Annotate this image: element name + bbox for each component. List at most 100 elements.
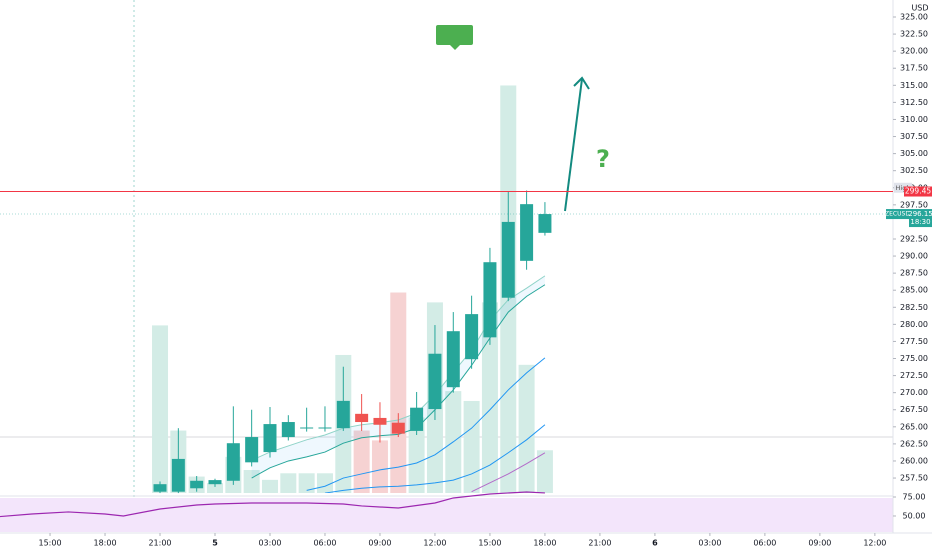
candle-body — [245, 437, 259, 463]
last-price: 296.15 — [908, 210, 932, 218]
candle-body — [300, 427, 314, 429]
x-tick-label: 06:00 — [313, 539, 336, 548]
candle-body — [263, 424, 277, 453]
candle-body — [428, 353, 442, 410]
candle-body — [355, 413, 369, 423]
y-tick-label: 305.00 — [900, 149, 928, 158]
volume-bar — [353, 430, 370, 493]
y-tick-label: 302.50 — [900, 166, 928, 175]
volume-bar — [207, 483, 224, 493]
candle-body — [226, 443, 240, 481]
y-tick-label: 322.50 — [900, 30, 928, 39]
y-tick-label: 310.00 — [900, 115, 928, 124]
candle-body — [446, 331, 460, 388]
flag-body — [436, 25, 473, 45]
band-fill — [251, 275, 545, 479]
volume-bar — [481, 302, 498, 493]
last-price-bg — [909, 209, 932, 228]
y-tick-label: 297.50 — [900, 200, 928, 209]
x-tick-label: 03:00 — [258, 539, 281, 548]
x-tick-label: 06:00 — [753, 539, 776, 548]
x-tick-label: 15:00 — [39, 539, 62, 548]
arrow-head — [573, 76, 590, 90]
volume-bar — [390, 292, 407, 493]
candle-body — [153, 484, 167, 492]
x-tick-label: 15:00 — [478, 539, 501, 548]
high-tag-bg — [894, 182, 912, 193]
candle-body — [318, 427, 332, 429]
volume-bar — [261, 479, 278, 493]
x-tick-label: 18:00 — [533, 539, 556, 548]
rsi-tick-label: 75.00 — [903, 492, 926, 501]
y-tick-label: 307.50 — [900, 132, 928, 141]
x-tick-label: 12:00 — [863, 539, 886, 548]
volume-bar — [408, 417, 425, 493]
x-tick-label: 12:00 — [423, 539, 446, 548]
y-tick-label: 265.00 — [900, 422, 928, 431]
y-tick-label: 312.50 — [900, 98, 928, 107]
rsi-tick-label: 50.00 — [903, 511, 926, 520]
high-price: 299.45 — [905, 187, 931, 196]
y-tick-label: 272.50 — [900, 371, 928, 380]
volume-bar — [152, 325, 169, 493]
ma-line — [471, 452, 546, 493]
candle-body — [501, 221, 515, 298]
candle-body — [190, 480, 204, 489]
candle-body — [465, 314, 479, 360]
candle-body — [483, 262, 497, 338]
currency: USD — [911, 4, 928, 13]
x-tick-label: 03:00 — [698, 539, 721, 548]
x-tick-label: 21:00 — [148, 539, 171, 548]
candle-body — [520, 204, 534, 261]
volume-bar — [280, 473, 297, 493]
y-tick-label: 280.00 — [900, 320, 928, 329]
candle-body — [171, 458, 185, 492]
y-tick-label: 257.50 — [900, 474, 928, 483]
symbol-tag-bg — [886, 209, 909, 220]
candle-body — [410, 407, 424, 431]
y-tick-label: 260.00 — [900, 456, 928, 465]
candle-body — [391, 422, 405, 434]
x-tick-label: 09:00 — [808, 539, 831, 548]
candle-body — [336, 400, 350, 429]
candle-body — [538, 214, 552, 233]
volume-bar — [463, 400, 480, 493]
flag-pointer — [450, 45, 460, 50]
candle-body — [208, 480, 222, 485]
countdown: 18:30 — [910, 218, 930, 226]
y-tick-label: 267.50 — [900, 405, 928, 414]
symbol-tag: ZECUSD — [885, 211, 910, 218]
x-tick-label: 21:00 — [588, 539, 611, 548]
y-tick-label: 262.50 — [900, 439, 928, 448]
ma-line — [306, 357, 546, 491]
y-tick-label: 287.50 — [900, 269, 928, 278]
x-tick-label: 18:00 — [93, 539, 116, 548]
y-tick-label: 275.00 — [900, 354, 928, 363]
x-tick-label: 09:00 — [368, 539, 391, 548]
y-tick-label: 290.00 — [900, 252, 928, 261]
flag — [436, 25, 473, 50]
volume-bar — [518, 364, 535, 493]
volume-bar — [536, 450, 553, 493]
arrow — [564, 76, 590, 212]
volume-bar — [316, 473, 333, 493]
y-tick-label: 282.50 — [900, 303, 928, 312]
y-tick-label: 285.00 — [900, 286, 928, 295]
y-tick-label: 292.50 — [900, 234, 928, 243]
volume-bar — [371, 440, 388, 493]
y-tick-label: 277.50 — [900, 337, 928, 346]
annotation: ? — [596, 145, 610, 173]
y-tick-label: 325.00 — [900, 13, 928, 22]
arrow-shaft — [564, 78, 583, 212]
high-tag: High — [896, 184, 911, 192]
x-tick-label: 5 — [212, 539, 218, 548]
y-tick-label: 320.00 — [900, 47, 928, 56]
ma-line — [324, 424, 546, 493]
y-tick-label: 317.50 — [900, 64, 928, 73]
candle-body — [373, 417, 387, 425]
rsi-band — [0, 498, 893, 532]
volume-bar — [298, 473, 315, 493]
rsi-line — [0, 491, 545, 518]
candle-body — [281, 422, 295, 438]
